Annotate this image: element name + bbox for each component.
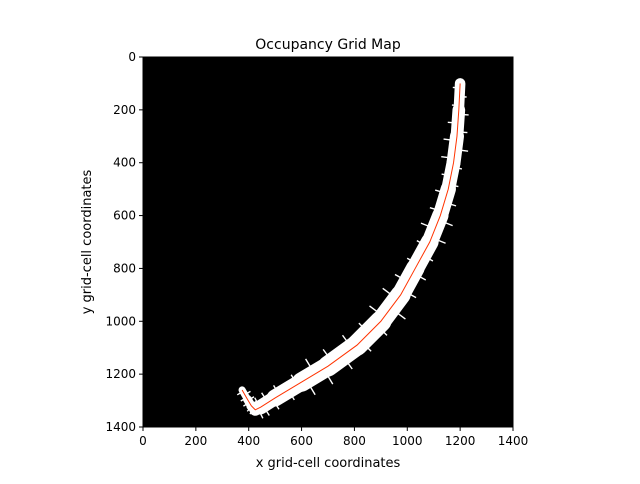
y-tick-label: 200 (113, 103, 136, 117)
chart-title: Occupancy Grid Map (255, 37, 401, 53)
y-tick-label: 0 (128, 50, 136, 64)
x-tick-label: 0 (139, 434, 147, 448)
free-space-scan-tick (448, 122, 458, 123)
y-tick-label: 1400 (105, 420, 136, 434)
x-tick-label: 1000 (392, 434, 423, 448)
y-tick-label: 1200 (105, 367, 136, 381)
free-space-scan-tick (459, 114, 469, 115)
y-tick-label: 800 (113, 261, 136, 275)
x-tick-label: 800 (343, 434, 366, 448)
x-tick-label: 1400 (498, 434, 529, 448)
y-tick-label: 400 (113, 156, 136, 170)
x-tick-label: 1200 (445, 434, 476, 448)
y-axis-ticks: 0 200 400 600 800 1000 1200 1400 (105, 50, 143, 434)
x-axis-label: x grid-cell coordinates (256, 456, 401, 471)
x-tick-label: 600 (290, 434, 313, 448)
x-axis-ticks: 0 200 400 600 800 1000 1200 1400 (139, 427, 528, 448)
free-space-scan-tick (457, 132, 467, 133)
x-tick-label: 400 (237, 434, 260, 448)
y-tick-label: 1000 (105, 314, 136, 328)
y-tick-label: 600 (113, 209, 136, 223)
x-tick-label: 200 (184, 434, 207, 448)
y-axis-label: y grid-cell coordinates (80, 169, 95, 314)
